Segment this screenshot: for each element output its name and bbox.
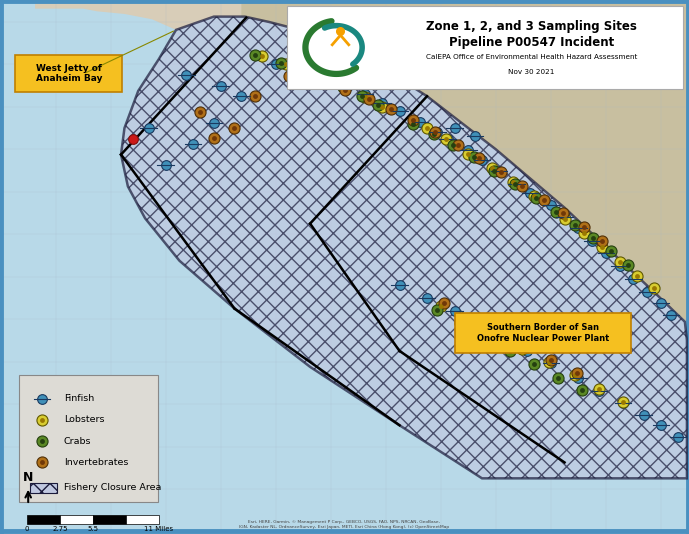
Text: Crabs: Crabs	[64, 437, 92, 446]
Text: 5.5: 5.5	[88, 526, 99, 532]
Text: Nov 30 2021: Nov 30 2021	[508, 69, 555, 75]
FancyBboxPatch shape	[30, 483, 57, 493]
Text: Fishery Closure Area: Fishery Closure Area	[64, 483, 161, 492]
FancyBboxPatch shape	[19, 375, 158, 502]
Polygon shape	[121, 17, 687, 478]
FancyBboxPatch shape	[126, 515, 159, 524]
Text: Pipeline P00547 Incident: Pipeline P00547 Incident	[449, 36, 615, 49]
Polygon shape	[241, 1, 688, 322]
Text: Invertebrates: Invertebrates	[64, 458, 128, 467]
Text: N: N	[23, 470, 33, 484]
Text: CalEPA Office of Environmental Health Hazard Assessment: CalEPA Office of Environmental Health Ha…	[426, 54, 637, 60]
Text: Zone 1, 2, and 3 Sampling Sites: Zone 1, 2, and 3 Sampling Sites	[426, 20, 637, 33]
Text: Lobsters: Lobsters	[64, 415, 105, 425]
Text: Esri, HERE, Garmin, © Management P Corp., GEBCO, USGS, FAO, NPS, NRCAN, GeoBase,: Esri, HERE, Garmin, © Management P Corp.…	[240, 520, 449, 529]
Text: Finfish: Finfish	[64, 394, 94, 403]
Circle shape	[294, 14, 379, 80]
Text: 2.75: 2.75	[52, 526, 68, 532]
FancyBboxPatch shape	[15, 55, 123, 92]
FancyBboxPatch shape	[60, 515, 93, 524]
FancyBboxPatch shape	[287, 6, 683, 89]
Text: 0: 0	[25, 526, 29, 532]
FancyBboxPatch shape	[93, 515, 126, 524]
Text: 11 Miles: 11 Miles	[144, 526, 174, 532]
Text: West Jetty of
Anaheim Bay: West Jetty of Anaheim Bay	[36, 64, 102, 83]
Text: Southern Border of San
Onofre Nuclear Power Plant: Southern Border of San Onofre Nuclear Po…	[477, 323, 609, 343]
FancyBboxPatch shape	[455, 313, 631, 353]
FancyBboxPatch shape	[27, 515, 60, 524]
